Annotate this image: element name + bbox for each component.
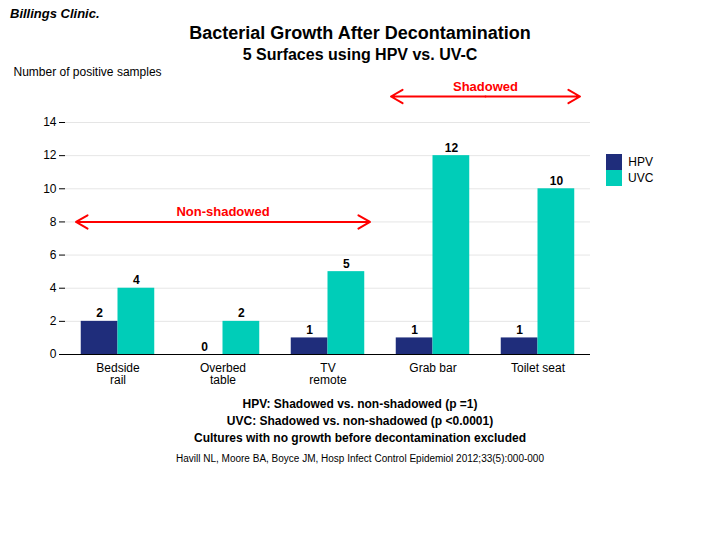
svg-text:2: 2 <box>96 306 103 320</box>
svg-text:Toilet seat: Toilet seat <box>511 361 566 375</box>
html-text:Billings Clinic.: Billings Clinic. <box>10 6 100 21</box>
svg-text:TVremote: TVremote <box>309 361 347 387</box>
svg-text:4: 4 <box>50 281 57 295</box>
svg-text:2: 2 <box>50 314 57 328</box>
svg-text:6: 6 <box>50 248 57 262</box>
svg-text:10: 10 <box>550 174 564 188</box>
svg-text:Overbedtable: Overbedtable <box>200 361 246 387</box>
svg-text:Bedsiderail: Bedsiderail <box>96 361 140 387</box>
html-text:UVC: Shadowed vs. non-shadowed: UVC: Shadowed vs. non-shadowed (p <0.000… <box>226 414 494 428</box>
svg-text:5: 5 <box>343 257 350 271</box>
svg-text:12: 12 <box>43 148 57 162</box>
html-text:Cultures with no growth before: Cultures with no growth before decontami… <box>194 431 526 445</box>
html-text:HPV: Shadowed vs. non-shadowed: HPV: Shadowed vs. non-shadowed (p =1) <box>242 397 478 411</box>
svg-text:1: 1 <box>516 323 523 337</box>
svg-text:0: 0 <box>201 340 208 354</box>
svg-text:0: 0 <box>50 347 57 361</box>
svg-text:1: 1 <box>306 323 313 337</box>
svg-text:4: 4 <box>133 273 140 287</box>
html-text:5 Surfaces using HPV vs. UV-C: 5 Surfaces using HPV vs. UV-C <box>242 46 478 63</box>
svg-text:Number of positive samples: Number of positive samples <box>14 65 162 79</box>
html-text:Havill NL, Moore BA, Boyce JM,: Havill NL, Moore BA, Boyce JM, Hosp Infe… <box>176 453 544 464</box>
svg-text:Non-shadowed: Non-shadowed <box>176 204 269 219</box>
html-text:Bacterial Growth After Deconta: Bacterial Growth After Decontamination <box>189 23 531 43</box>
svg-text:2: 2 <box>238 306 245 320</box>
svg-text:1: 1 <box>411 323 418 337</box>
svg-text:12: 12 <box>445 141 459 155</box>
svg-text:Grab bar: Grab bar <box>409 361 456 375</box>
svg-text:8: 8 <box>50 215 57 229</box>
html-text:UVC: UVC <box>628 171 654 185</box>
html-text:HPV: HPV <box>628 155 653 169</box>
svg-text:10: 10 <box>43 182 57 196</box>
svg-text:Shadowed: Shadowed <box>453 79 518 94</box>
svg-text:14: 14 <box>43 115 57 129</box>
